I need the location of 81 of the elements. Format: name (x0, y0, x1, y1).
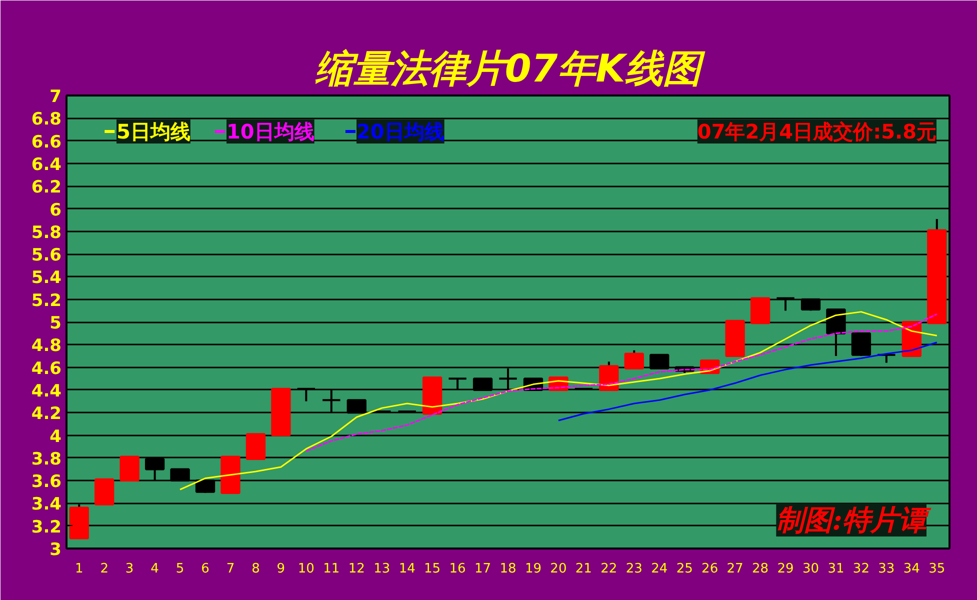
x-tick-label: 18 (500, 562, 516, 576)
x-tick-label: 26 (702, 562, 718, 576)
legend-label: 20日均线 (356, 120, 444, 144)
y-tick-label: 5 (50, 314, 62, 334)
candlestick (498, 367, 518, 391)
y-tick-label: 4.2 (31, 404, 62, 424)
y-tick-label: 6.8 (31, 110, 62, 130)
x-tick-label: 19 (524, 562, 542, 576)
candlestick (120, 456, 140, 482)
x-tick-label: 30 (802, 562, 820, 576)
y-tick-label: 7 (50, 87, 62, 107)
y-tick-label: 6 (50, 200, 62, 220)
candlestick (170, 468, 190, 482)
x-tick-label: 9 (276, 562, 286, 576)
x-tick-label: 10 (298, 562, 314, 576)
x-tick-label: 35 (928, 562, 946, 576)
legend-label: 5日均线 (116, 120, 190, 144)
candlestick (472, 378, 493, 391)
candlestick (448, 378, 468, 391)
y-tick-label: 6.2 (31, 178, 62, 198)
candlestick (195, 480, 216, 494)
line-series (558, 342, 938, 422)
x-tick-label: 27 (726, 562, 744, 576)
x-tick-label: 4 (150, 562, 159, 576)
y-tick-label: 3.4 (31, 494, 62, 515)
candlestick (650, 354, 670, 370)
x-tick-label: 20 (550, 562, 567, 576)
x-tick-label: 12 (348, 562, 365, 576)
y-tick-label: 5.8 (31, 222, 62, 243)
x-tick-label: 11 (323, 562, 340, 576)
x-tick-label: 3 (125, 562, 134, 576)
x-tick-label: 22 (600, 562, 618, 576)
x-tick-label: 21 (575, 562, 592, 576)
x-tick-label: 6 (201, 562, 210, 576)
y-tick-label: 5.6 (31, 246, 62, 266)
y-tick-label: 6.6 (31, 132, 62, 152)
y-tick-label: 4.6 (31, 358, 62, 379)
x-tick-label: 31 (828, 562, 844, 576)
x-tick-label: 24 (651, 562, 668, 576)
annotation: 07年2月4日成交价:5.8元 (697, 120, 936, 144)
x-tick-label: 14 (398, 562, 416, 576)
x-tick-label: 5 (176, 562, 184, 576)
candlestick (322, 388, 342, 414)
x-tick-label: 25 (676, 562, 693, 576)
x-tick-label: 29 (777, 562, 794, 576)
candlestick (624, 349, 644, 370)
y-tick-label: 3.8 (31, 449, 62, 470)
x-tick-label: 23 (626, 562, 642, 576)
x-tick-label: 16 (449, 562, 466, 576)
y-tick-label: 4.8 (31, 336, 62, 356)
line-series (179, 311, 938, 490)
y-tick-label: 3.6 (31, 472, 62, 492)
x-tick-label: 13 (374, 562, 390, 576)
chart-title: 缩量法律片07年K线图 (314, 46, 706, 90)
y-tick-label: 4 (50, 426, 62, 447)
x-tick-label: 15 (424, 562, 441, 576)
annotation: 制图:特片谭 (776, 504, 932, 536)
candlestick (599, 360, 619, 391)
line-series (305, 313, 938, 452)
x-tick-label: 8 (252, 562, 260, 576)
candlestick (776, 297, 796, 312)
x-tick-label: 28 (752, 562, 769, 576)
x-tick-label: 34 (903, 562, 920, 576)
candlestick (144, 458, 165, 482)
x-tick-label: 2 (100, 562, 108, 576)
x-tick-label: 17 (474, 562, 492, 576)
x-tick-label: 7 (226, 562, 235, 576)
candlestick (826, 308, 846, 357)
y-tick-label: 5.4 (31, 268, 62, 288)
legend-label: 10日均线 (226, 120, 314, 144)
x-tick-label: 1 (74, 562, 84, 576)
y-tick-label: 3 (50, 540, 62, 560)
y-tick-label: 4.4 (31, 381, 62, 402)
y-tick-label: 3.2 (31, 517, 62, 538)
x-tick-label: 33 (878, 562, 895, 576)
candlestick (346, 399, 366, 414)
candlestick (296, 388, 316, 402)
y-tick-label: 6.4 (31, 154, 62, 175)
x-tick-label: 32 (852, 562, 870, 576)
y-tick-label: 5.2 (31, 290, 62, 311)
candlestick (851, 332, 872, 357)
